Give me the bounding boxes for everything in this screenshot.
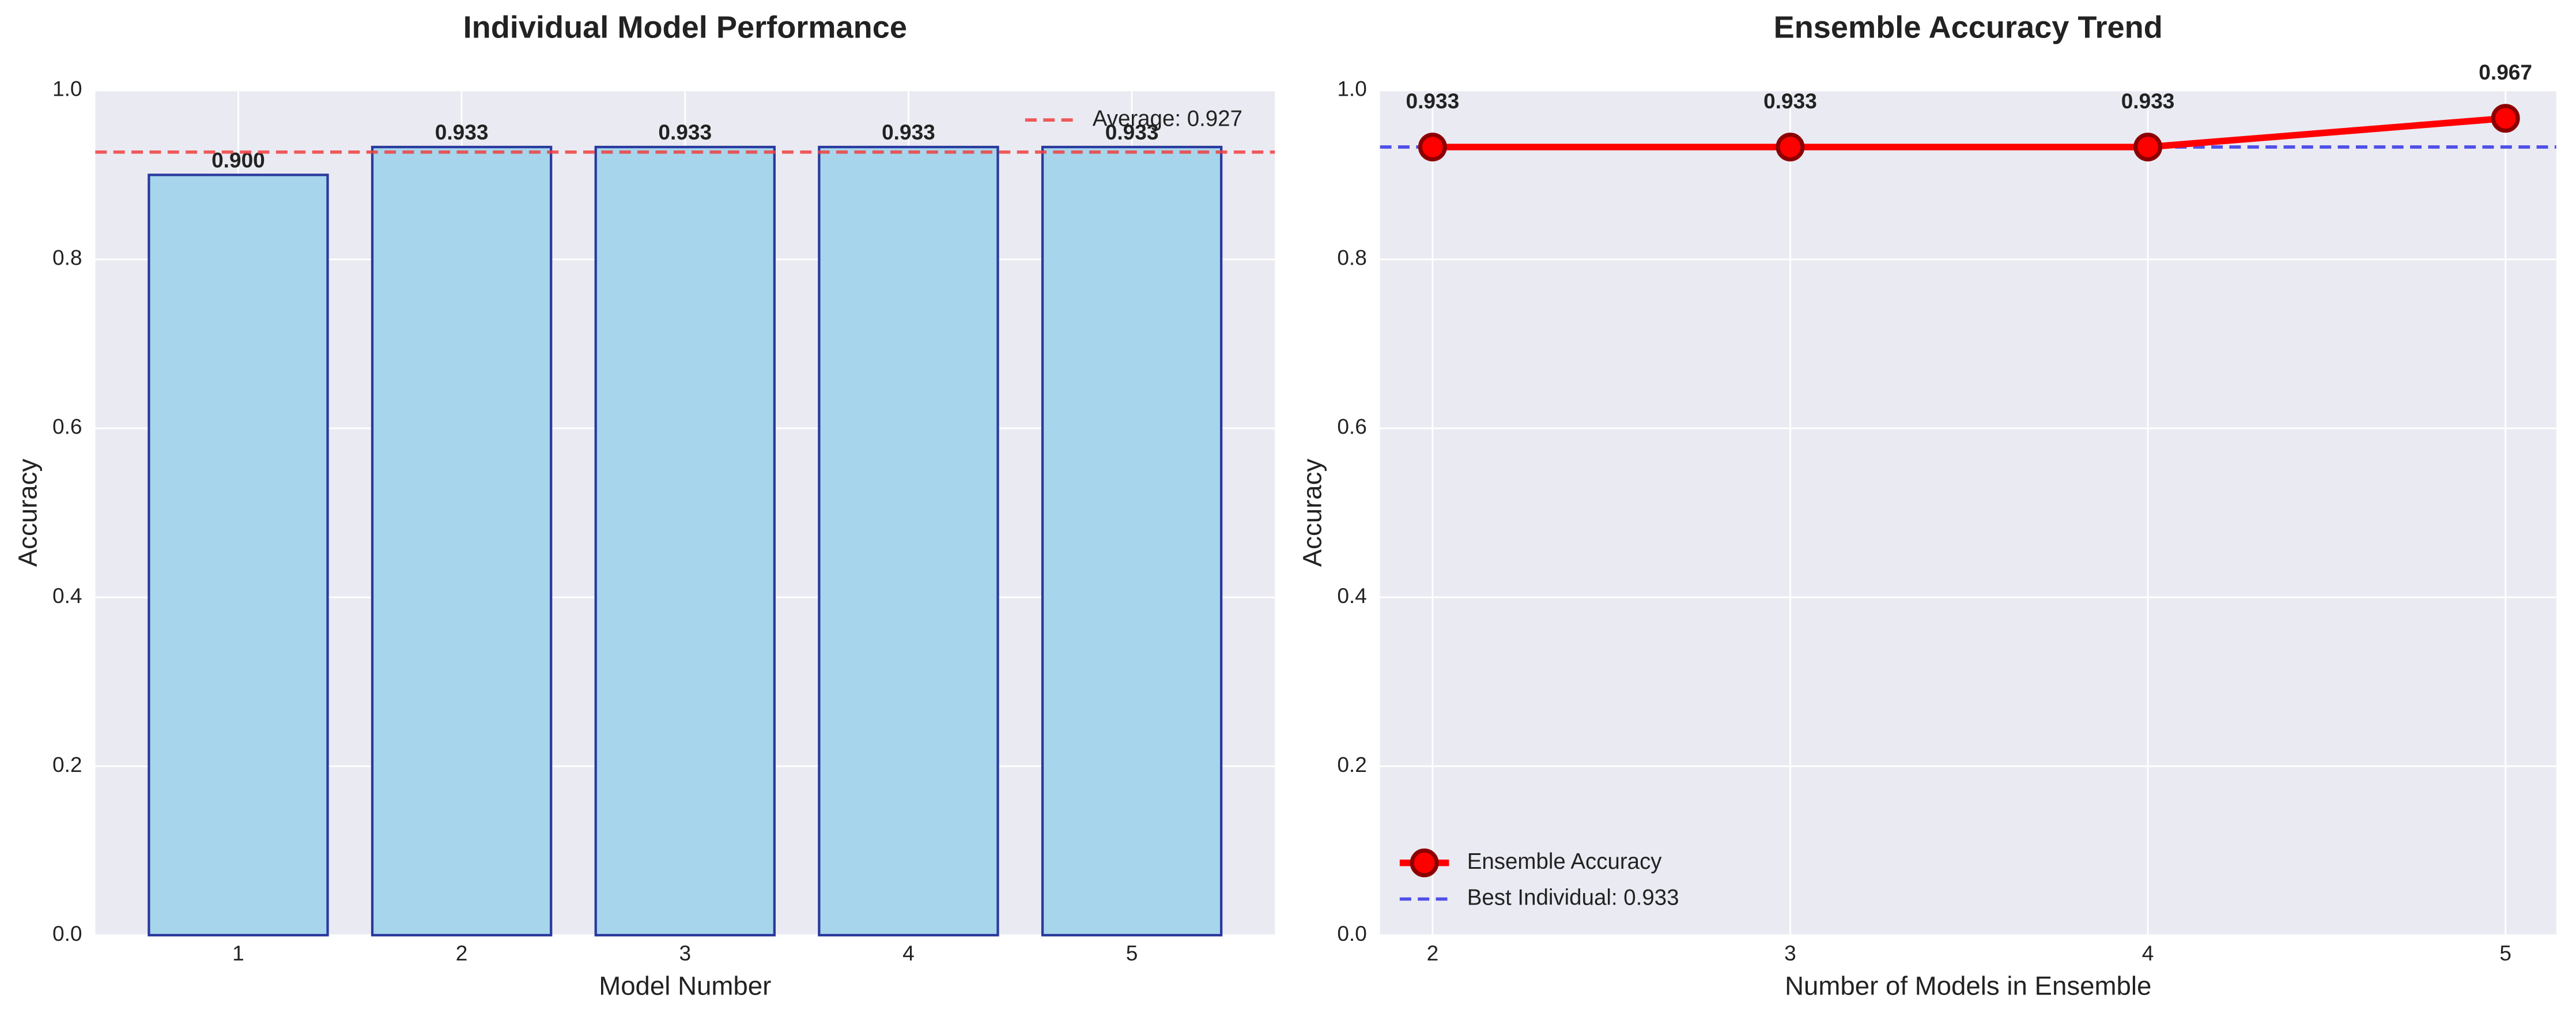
y-tick-label: 0.2: [1337, 752, 1367, 777]
x-tick-label: 5: [1126, 941, 1138, 965]
point-value-label: 0.933: [1406, 89, 1460, 113]
x-tick-label: 1: [232, 941, 244, 965]
y-tick-label: 0.4: [52, 583, 82, 608]
x-axis-label: Number of Models in Ensemble: [1785, 971, 2151, 1000]
y-axis-label: Accuracy: [1298, 459, 1327, 567]
bar-value-label: 0.933: [658, 120, 712, 144]
legend-label: Best Individual: 0.933: [1467, 886, 1679, 910]
point-value-label: 0.933: [1763, 89, 1817, 113]
plot-background: [1380, 90, 2556, 936]
point-value-label: 0.933: [2121, 89, 2175, 113]
x-tick-label: 3: [1784, 941, 1796, 965]
point-value-label: 0.967: [2479, 60, 2532, 84]
chart-title: Individual Model Performance: [463, 10, 907, 45]
y-tick-label: 0.6: [1337, 415, 1367, 439]
x-tick-label: 4: [2142, 941, 2154, 965]
x-tick-label: 4: [902, 941, 915, 965]
point-marker: [2491, 104, 2520, 133]
legend-label: Average: 0.927: [1093, 106, 1242, 131]
bar: [148, 174, 329, 937]
x-tick-label: 5: [2499, 941, 2511, 965]
y-tick-label: 0.4: [1337, 583, 1367, 608]
bar-value-label: 0.933: [435, 120, 489, 144]
y-tick-label: 0.6: [52, 415, 82, 439]
point-marker: [2133, 133, 2163, 161]
bar: [594, 145, 776, 937]
bar-value-label: 0.933: [1105, 120, 1159, 144]
y-tick-label: 0.8: [52, 246, 82, 270]
y-tick-label: 0.8: [1337, 246, 1367, 270]
y-tick-label: 0.0: [52, 921, 82, 945]
y-tick-label: 0.0: [1337, 921, 1367, 945]
x-tick-label: 2: [456, 941, 468, 965]
bar-value-label: 0.933: [882, 120, 935, 144]
legend-swatch-marker: [1410, 848, 1439, 877]
bar: [1041, 145, 1223, 937]
y-tick-label: 1.0: [1337, 77, 1367, 101]
bar: [818, 145, 999, 937]
y-tick-label: 0.2: [52, 752, 82, 777]
x-tick-label: 2: [1427, 941, 1439, 965]
bar-value-label: 0.900: [211, 148, 265, 172]
bar: [371, 145, 553, 937]
series-line: [1432, 115, 2506, 150]
legend-label: Ensemble Accuracy: [1467, 849, 1663, 874]
y-axis-label: Accuracy: [13, 459, 42, 567]
y-tick-label: 1.0: [52, 77, 82, 101]
x-tick-label: 3: [679, 941, 691, 965]
chart-title: Ensemble Accuracy Trend: [1774, 10, 2163, 45]
x-axis-label: Model Number: [599, 971, 771, 1000]
point-marker: [1776, 133, 1805, 161]
point-marker: [1418, 133, 1447, 161]
